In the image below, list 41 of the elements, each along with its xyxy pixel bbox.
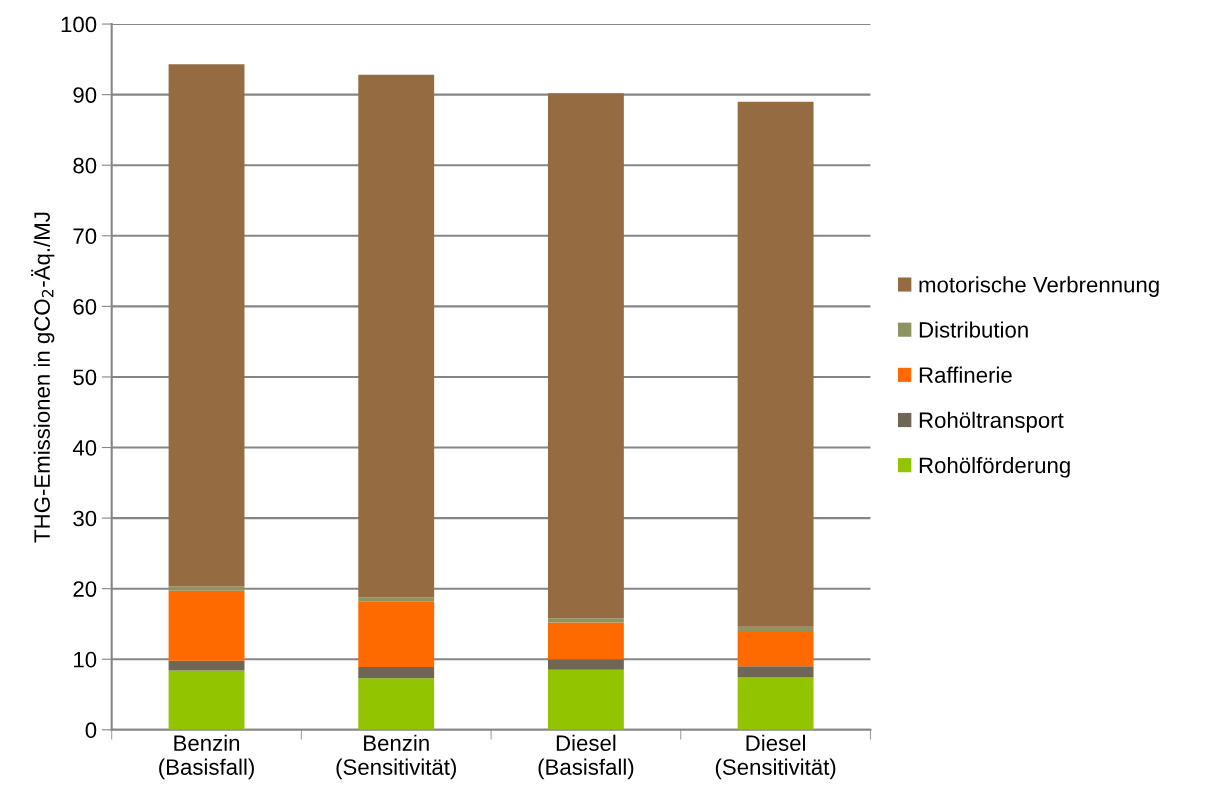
bar bbox=[737, 677, 814, 730]
bar bbox=[358, 597, 435, 602]
y-tick-label: 0 bbox=[85, 722, 97, 739]
bar bbox=[358, 667, 435, 679]
x-tick-label: Benzin (Sensitivität) bbox=[336, 734, 456, 780]
bar bbox=[547, 618, 624, 623]
legend-label: Raffinerie bbox=[919, 366, 1012, 383]
legend-label: Rohöltransport bbox=[919, 411, 1064, 433]
x-tick-label: Benzin (Basisfall) bbox=[159, 734, 254, 780]
y-tick-label: 20 bbox=[73, 581, 97, 597]
y-tick-label: 50 bbox=[73, 369, 97, 386]
bar bbox=[168, 660, 245, 671]
bar bbox=[358, 678, 435, 730]
bar bbox=[547, 659, 624, 670]
y-tick-label: 40 bbox=[72, 440, 97, 456]
y-tick-label: 10 bbox=[74, 651, 97, 668]
bar bbox=[547, 622, 624, 660]
bar bbox=[737, 631, 814, 667]
bar bbox=[168, 586, 245, 591]
bar bbox=[547, 669, 624, 730]
bar bbox=[358, 601, 435, 668]
bar bbox=[168, 590, 245, 661]
bar bbox=[358, 74, 435, 598]
legend-label: Distribution bbox=[919, 321, 1028, 338]
bar bbox=[737, 101, 814, 627]
bar bbox=[737, 666, 814, 678]
y-axis-title: THG-Emissionen in gCO$_{2}$-Äq./MJ bbox=[31, 212, 55, 543]
bar bbox=[168, 670, 245, 730]
y-tick-label: 90 bbox=[73, 87, 97, 103]
bar bbox=[547, 93, 624, 619]
bar bbox=[737, 626, 814, 632]
legend-label: motorische Verbrennung bbox=[919, 276, 1159, 297]
y-tick-label: 80 bbox=[73, 157, 97, 174]
x-tick-label: Diesel (Basisfall) bbox=[538, 734, 634, 780]
bar bbox=[168, 64, 245, 587]
legend-label: Rohölförderung bbox=[919, 456, 1070, 478]
y-tick-label: 70 bbox=[73, 228, 97, 245]
y-tick-label: 100 bbox=[61, 16, 97, 33]
y-tick-label: 60 bbox=[73, 298, 97, 315]
x-tick-label: Diesel (Sensitivität) bbox=[715, 734, 836, 780]
y-tick-label: 30 bbox=[73, 510, 97, 527]
